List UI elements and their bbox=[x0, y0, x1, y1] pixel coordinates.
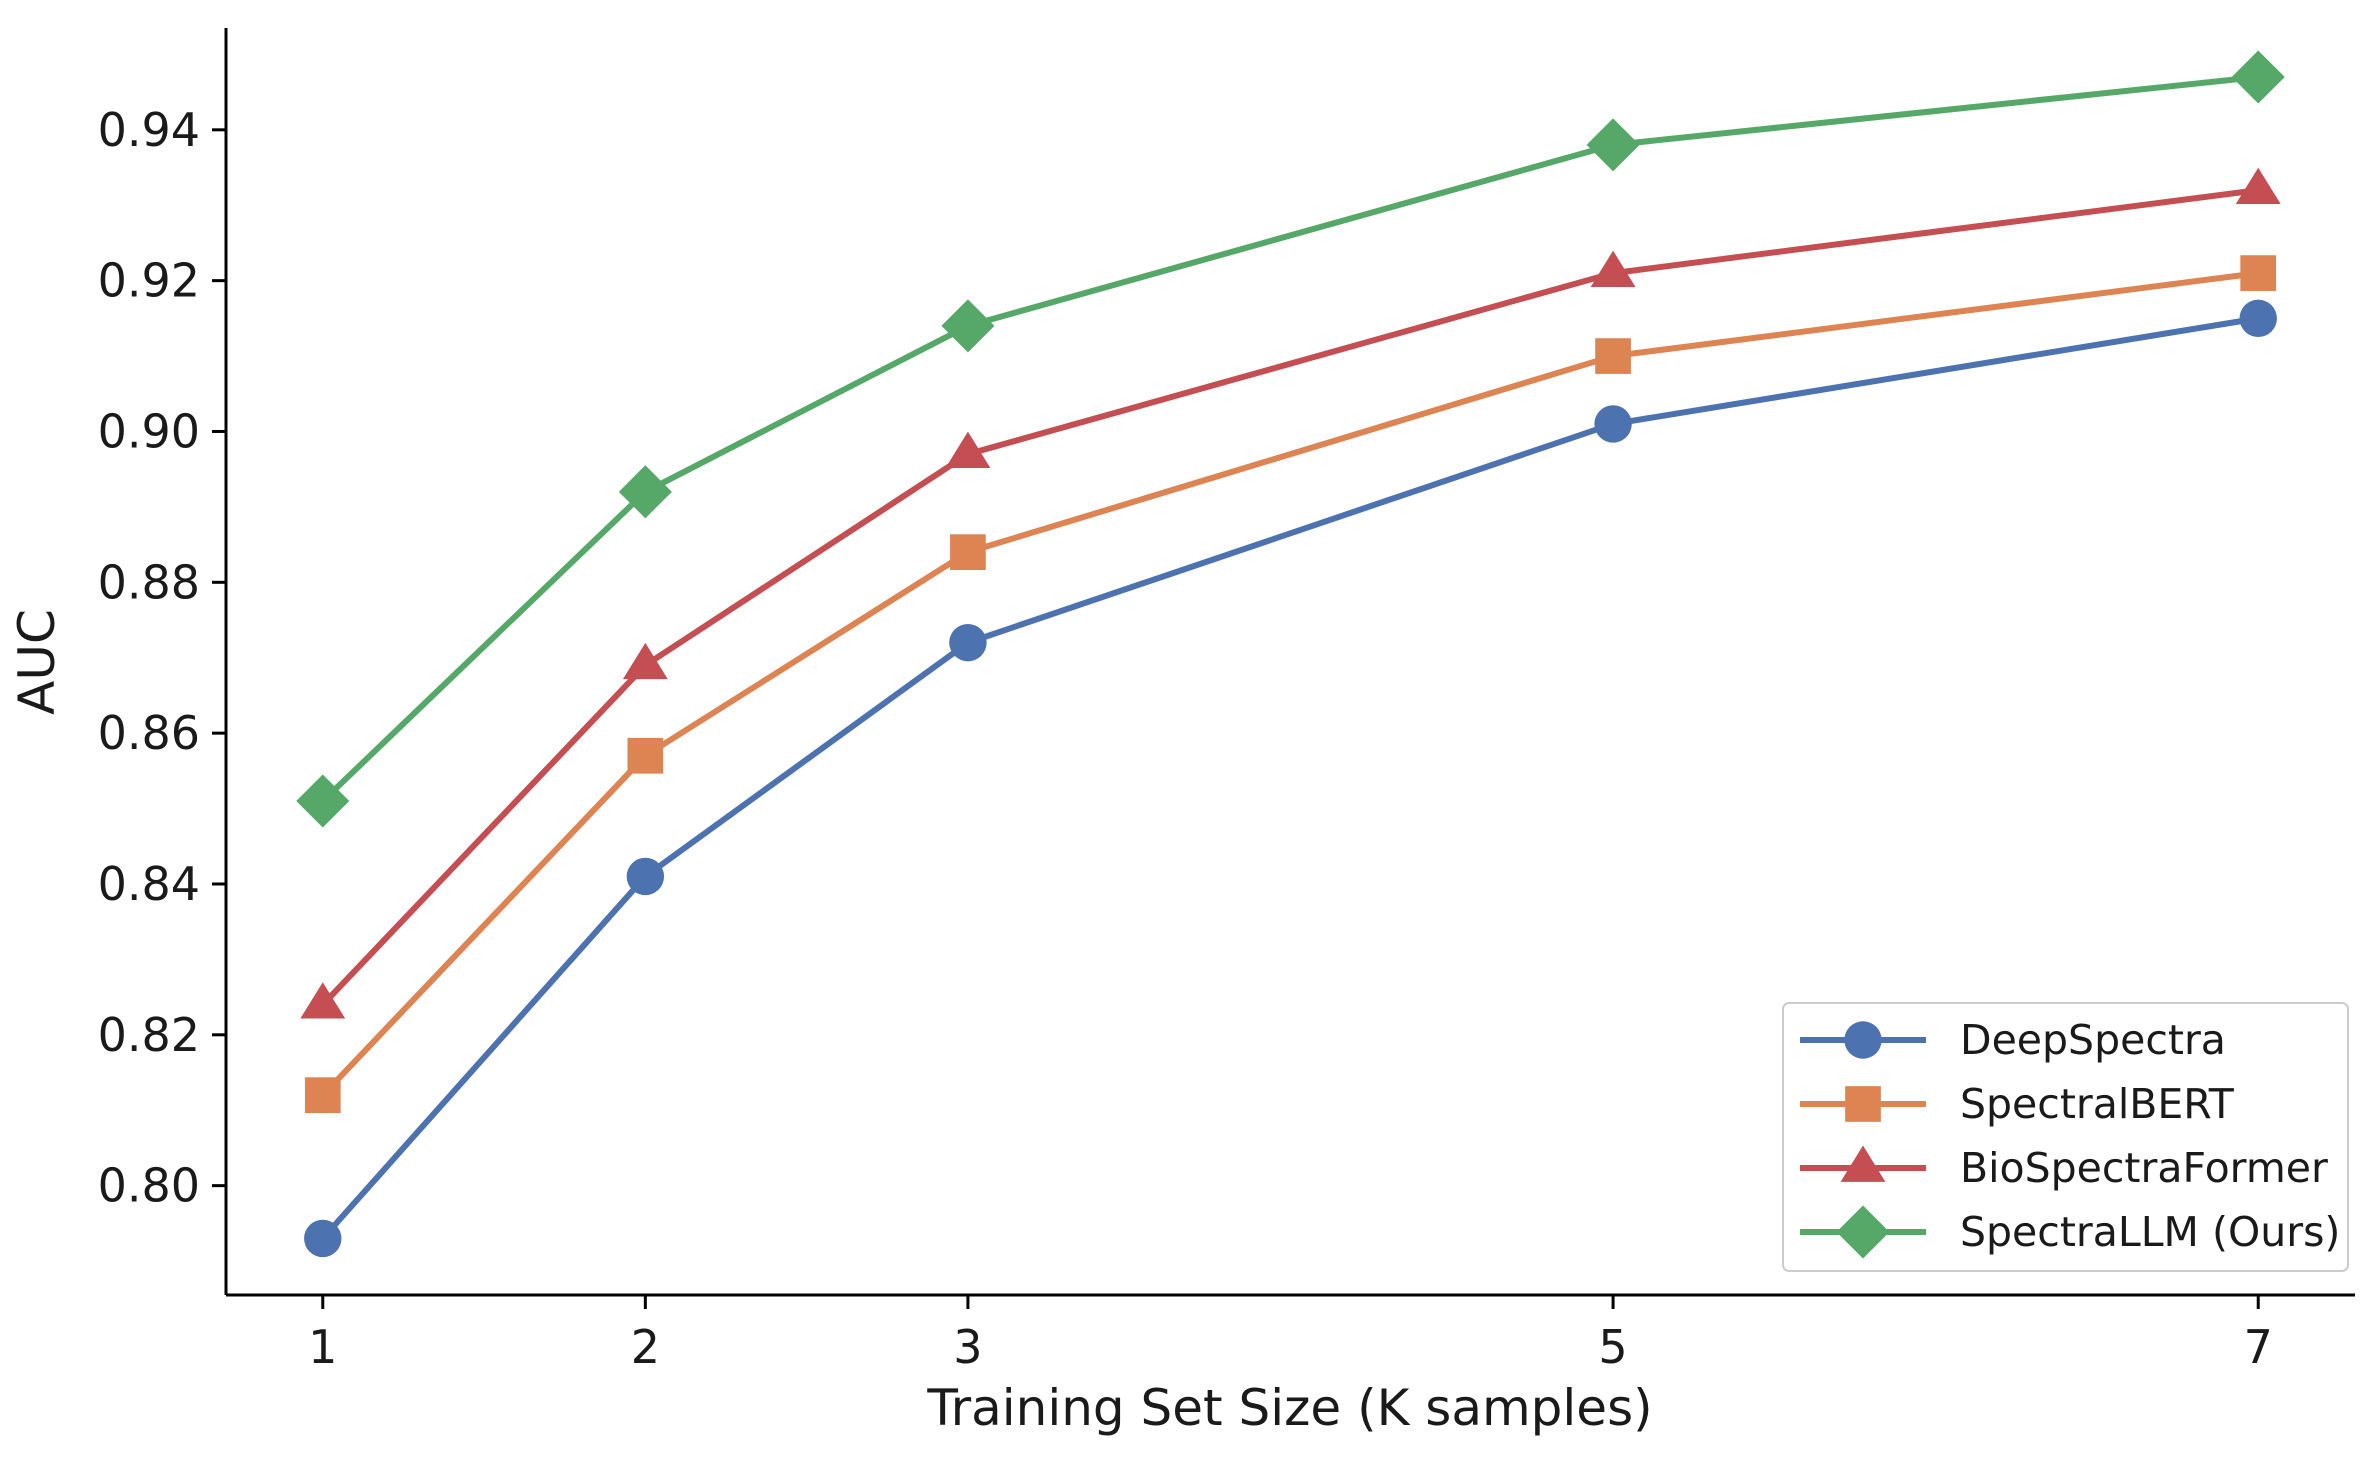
data-point bbox=[296, 774, 350, 828]
legend: DeepSpectra SpectralBERT BioSpectraFormer S… bbox=[1782, 1002, 2349, 1272]
x-axis-label: Training Set Size (K samples) bbox=[926, 1379, 1652, 1437]
y-tick-label: 0.92 bbox=[98, 254, 200, 308]
y-axis-label: AUC bbox=[8, 609, 66, 715]
series-line bbox=[319, 74, 2262, 805]
legend-marker bbox=[1836, 1205, 1890, 1259]
y-tick-label: 0.82 bbox=[98, 1008, 200, 1062]
data-point bbox=[2239, 299, 2277, 338]
data-point bbox=[945, 431, 991, 469]
x-tick-label: 2 bbox=[631, 1320, 660, 1374]
series-deepspectra bbox=[304, 299, 2277, 1258]
ticks: 0.80 0.82 0.84 0.86 0.88 0.90 0.92 0.94 1 2 3 5 7 bbox=[98, 103, 2273, 1374]
y-tick-label: 0.88 bbox=[98, 555, 200, 609]
x-tick-label: 1 bbox=[308, 1320, 337, 1374]
data-point bbox=[2231, 50, 2285, 104]
axes bbox=[224, 28, 2355, 1297]
data-point bbox=[1586, 118, 1640, 172]
data-point bbox=[627, 737, 664, 774]
legend-marker bbox=[1845, 1086, 1881, 1122]
data-point bbox=[626, 857, 665, 896]
data-point bbox=[618, 465, 672, 519]
y-tick-label: 0.94 bbox=[98, 103, 200, 157]
series-spectralbert bbox=[304, 255, 2277, 1113]
data-point bbox=[1595, 338, 1631, 374]
data-point bbox=[949, 623, 987, 662]
data-point bbox=[1594, 405, 1632, 443]
series-line bbox=[319, 270, 2262, 1099]
y-tick-label: 0.86 bbox=[98, 706, 200, 760]
legend-label: DeepSpectra bbox=[1960, 1016, 2226, 1064]
y-tick-label: 0.90 bbox=[98, 404, 200, 458]
data-point bbox=[304, 1219, 342, 1258]
x-tick-label: 7 bbox=[2244, 1320, 2273, 1374]
data-point bbox=[950, 534, 986, 570]
data-point bbox=[300, 982, 346, 1019]
legend-marker bbox=[1840, 1145, 1886, 1182]
series-biospectraformer bbox=[300, 167, 2281, 1019]
legend-label: SpectralBERT bbox=[1960, 1080, 2235, 1128]
y-tick-label: 0.80 bbox=[98, 1159, 200, 1213]
data-point bbox=[941, 299, 995, 353]
x-tick-label: 3 bbox=[953, 1320, 982, 1374]
legend-label: BioSpectraFormer bbox=[1960, 1144, 2328, 1192]
data-point bbox=[2240, 255, 2277, 291]
series-layer bbox=[296, 50, 2285, 1258]
series-spectrallm-ours bbox=[296, 50, 2285, 828]
x-tick-label: 5 bbox=[1598, 1320, 1627, 1374]
legend-marker bbox=[1844, 1021, 1882, 1059]
legend-box bbox=[1782, 1002, 2349, 1272]
y-tick-label: 0.84 bbox=[98, 857, 200, 911]
data-point bbox=[2235, 167, 2281, 205]
data-point bbox=[622, 642, 668, 680]
legend-label: SpectraLLM (Ours) bbox=[1960, 1208, 2340, 1256]
data-point bbox=[1590, 250, 1636, 288]
data-point bbox=[304, 1077, 341, 1113]
